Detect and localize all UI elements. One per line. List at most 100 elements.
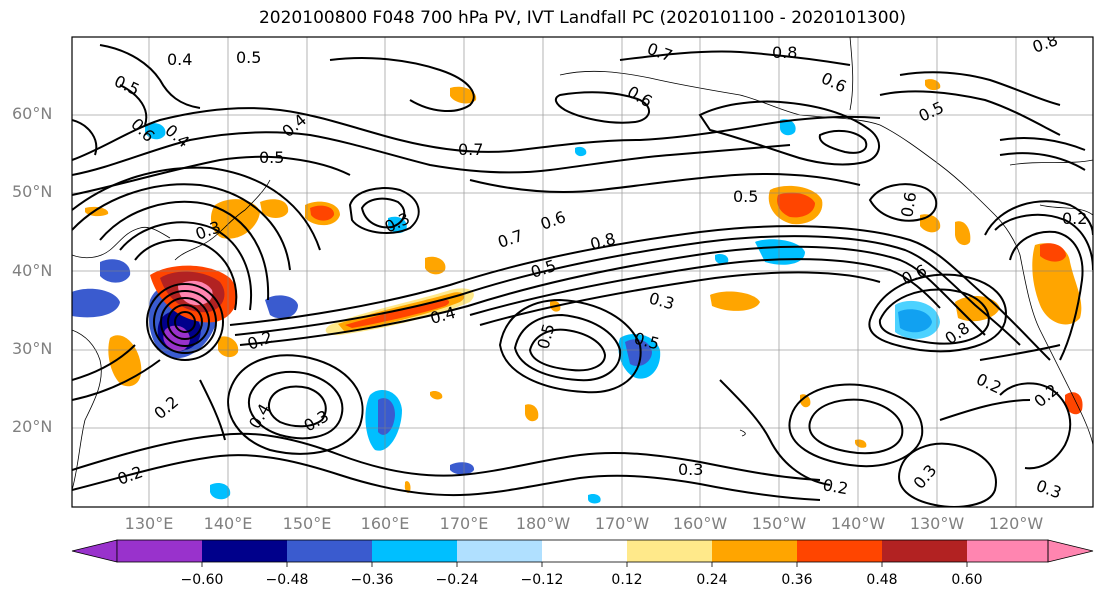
colorbar-bin	[372, 540, 457, 562]
colorbar-bin	[627, 540, 712, 562]
pv-negative-region	[715, 253, 729, 265]
pv-negative-region	[780, 119, 796, 136]
pv-positive-region	[430, 390, 443, 400]
lon-label: 180°W	[515, 514, 571, 533]
colorbar-bin	[117, 540, 202, 562]
lon-label: 160°W	[672, 514, 728, 533]
lon-label: 160°E	[360, 514, 410, 533]
contour-label: 0.3	[647, 289, 677, 314]
contour-label: 0.6	[538, 207, 568, 234]
contour-label: 0.3	[678, 460, 703, 479]
contour-label: 0.7	[458, 140, 483, 159]
pv-negative-region	[378, 398, 395, 435]
map-frame	[71, 36, 1094, 508]
contour-label: 0.5	[916, 98, 947, 126]
contour-label: 0.2	[1030, 380, 1062, 411]
colorbar-tick-label: 0.60	[951, 572, 983, 588]
coastlines	[72, 37, 1093, 491]
contour-label: 0.6	[624, 82, 656, 111]
lon-label: 130°W	[909, 514, 965, 533]
pv-negative-region	[72, 288, 120, 318]
colorbar	[71, 539, 1094, 567]
contour-label: 0.5	[259, 148, 284, 167]
lon-label: 130°E	[124, 514, 174, 533]
pv-negative-region	[450, 462, 475, 475]
colorbar-bin	[797, 540, 882, 562]
colorbar-bin	[457, 540, 542, 562]
pv-positive-region	[425, 256, 446, 275]
contour-label: 0.2	[1062, 209, 1087, 228]
pv-negative-region	[895, 300, 940, 339]
pv-positive-region	[345, 299, 450, 328]
contour-labels: 0.4 0.5 0.5 0.6 0.4 0.5 0.7 0.7 0.8 0.6 …	[111, 37, 1087, 503]
colorbar-tick-label: −0.12	[520, 572, 564, 588]
contour-label: 0.2	[973, 369, 1004, 397]
contour-label: 0.5	[236, 48, 261, 67]
colorbar-tick-label: 0.36	[781, 572, 813, 588]
pv-positive-region	[955, 221, 971, 246]
lat-label: 20°N	[12, 417, 53, 436]
pv-positive-region	[855, 439, 867, 448]
pv-positive-region	[710, 291, 760, 311]
pv-positive-region	[260, 199, 289, 218]
ivt-contours	[72, 44, 1093, 507]
lat-label: 40°N	[12, 261, 53, 280]
pv-positive-region	[108, 335, 142, 387]
colorbar-bin	[287, 540, 372, 562]
lon-label: 150°E	[282, 514, 332, 533]
pv-positive-region	[404, 481, 411, 493]
lon-label: 140°W	[830, 514, 886, 533]
contour-label: 0.5	[528, 256, 558, 282]
colorbar-tick-label: 0.48	[866, 572, 898, 588]
pv-negative-region	[210, 483, 231, 500]
colorbar-tick-label: 0.12	[611, 572, 643, 588]
pv-negative-region	[588, 493, 601, 504]
colorbar-tick-label: −0.36	[350, 572, 394, 588]
colorbar-high-extend	[1047, 539, 1094, 563]
lon-label: 170°E	[439, 514, 489, 533]
pv-positive-region	[777, 192, 815, 218]
lat-label: 60°N	[12, 104, 53, 123]
colorbar-low-extend	[71, 539, 118, 563]
lon-label: 140°E	[203, 514, 253, 533]
contour-label: 0.5	[534, 322, 559, 352]
pv-negative-region	[625, 339, 652, 367]
colorbar-tick-label: −0.24	[435, 572, 479, 588]
contour-label: 0.5	[733, 187, 758, 206]
contour-label: 0.4	[167, 50, 192, 69]
contour-label: 0.3	[301, 406, 333, 435]
contour-label: 0.6	[897, 190, 920, 218]
colorbar-bin	[202, 540, 287, 562]
lon-label: 120°W	[988, 514, 1044, 533]
contour-label: 0.3	[1034, 476, 1064, 503]
pv-positive-region	[310, 205, 335, 221]
pv-positive-region	[800, 394, 811, 408]
contour-label: 0.8	[588, 229, 618, 254]
pv-positive-region	[925, 79, 941, 91]
contour-label: 0.2	[821, 475, 849, 498]
pv-positive-region	[1065, 392, 1083, 415]
contour-label: 0.3	[910, 461, 941, 493]
colorbar-bin	[712, 540, 797, 562]
colorbar-tick-label: 0.24	[696, 572, 728, 588]
lat-label: 30°N	[12, 339, 53, 358]
colorbar-bin	[882, 540, 967, 562]
pv-positive-region	[450, 86, 477, 104]
colorbar-tick-label: −0.48	[265, 572, 309, 588]
pv-negative-region	[575, 146, 587, 157]
pv-positive-region	[1040, 243, 1066, 262]
pv-positive-region	[525, 404, 539, 422]
lon-label: 170°W	[594, 514, 650, 533]
lon-label: 150°W	[751, 514, 807, 533]
colorbar-tick-label: −0.60	[180, 572, 224, 588]
colorbar-bin	[967, 540, 1048, 562]
map-title: 2020100800 F048 700 hPa PV, IVT Landfall…	[258, 8, 906, 28]
colorbar-bin	[542, 540, 627, 562]
pv-negative-region	[265, 295, 298, 319]
contour-label: 0.6	[127, 114, 158, 145]
lat-label: 50°N	[12, 182, 53, 201]
contour-label: 0.7	[645, 39, 675, 66]
contour-label: 0.8	[772, 43, 797, 62]
contour-label: 0.7	[495, 226, 525, 252]
